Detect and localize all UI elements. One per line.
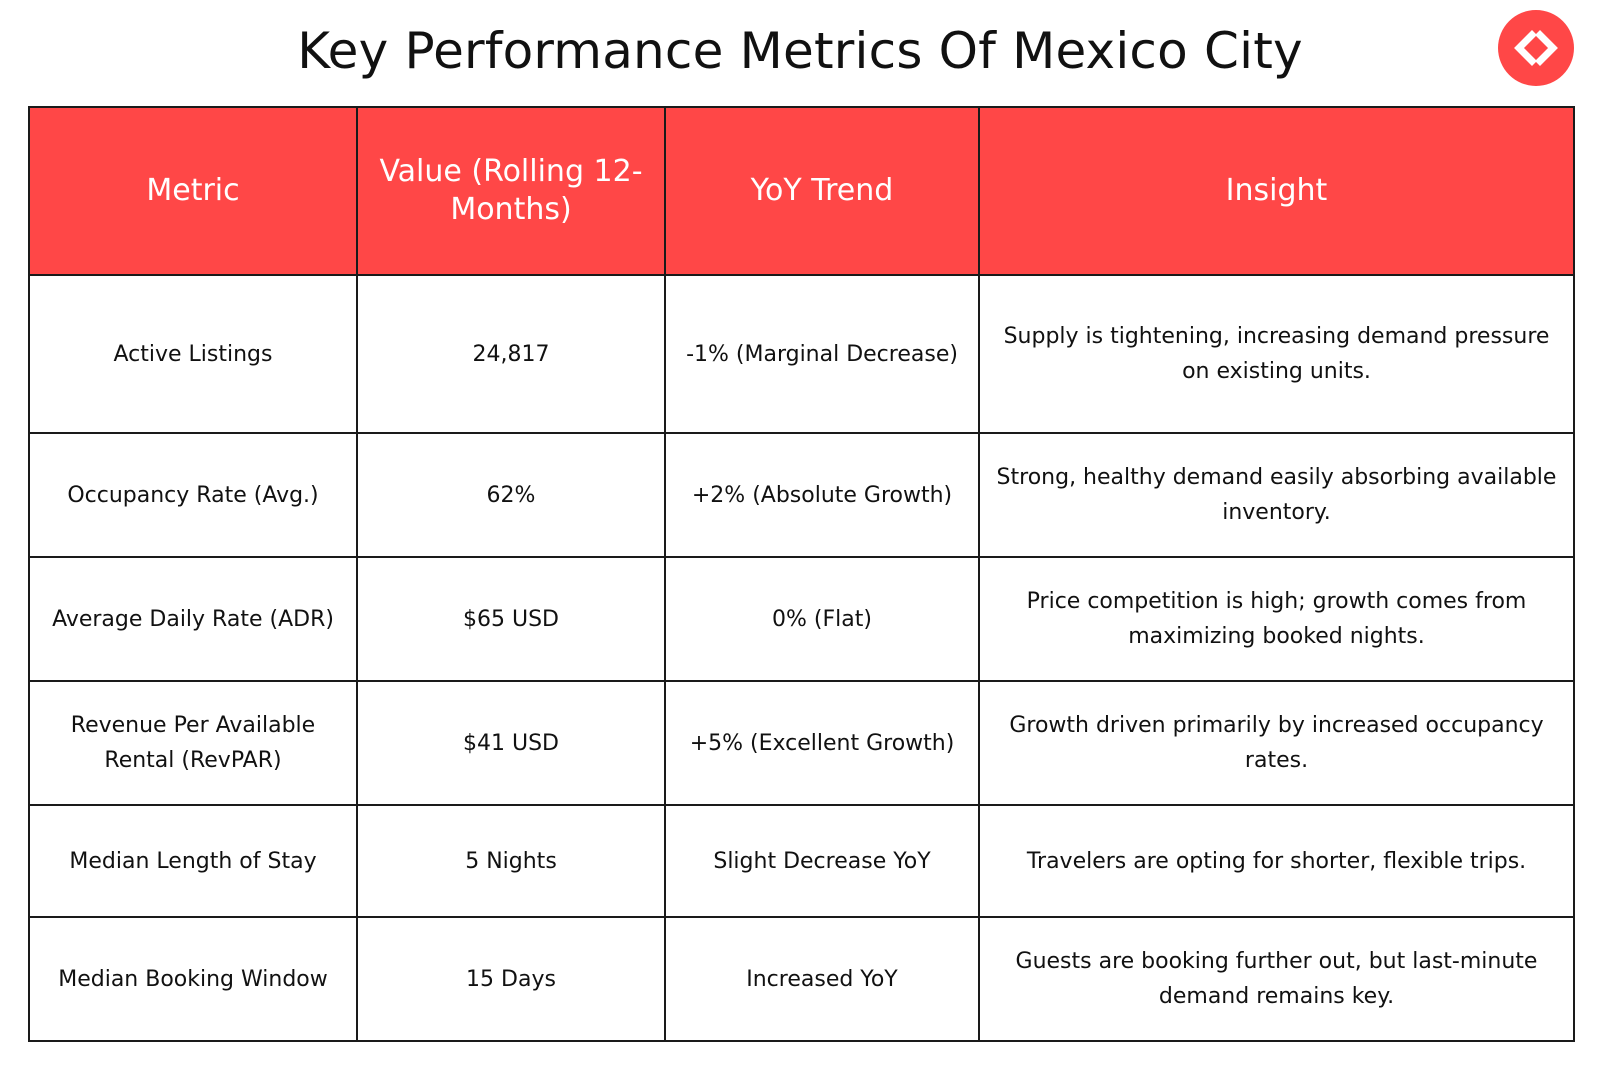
insight-cell: Guests are booking further out, but last… bbox=[978, 916, 1575, 1042]
insight-cell: Strong, healthy demand easily absorbing … bbox=[978, 432, 1575, 558]
metric-cell: Median Booking Window bbox=[28, 916, 358, 1042]
value-cell: 24,817 bbox=[356, 274, 666, 434]
table-row: Median Length of Stay 5 Nights Slight De… bbox=[28, 804, 1575, 918]
metric-cell: Active Listings bbox=[28, 274, 358, 434]
table-row: Revenue Per Available Rental (RevPAR) $4… bbox=[28, 680, 1575, 806]
metric-cell: Average Daily Rate (ADR) bbox=[28, 556, 358, 682]
trend-cell: +2% (Absolute Growth) bbox=[664, 432, 980, 558]
column-header-metric: Metric bbox=[28, 106, 358, 276]
column-header-value: Value (Rolling 12-Months) bbox=[356, 106, 666, 276]
table-row: Occupancy Rate (Avg.) 62% +2% (Absolute … bbox=[28, 432, 1575, 558]
brand-logo bbox=[1498, 10, 1574, 86]
code-brackets-icon bbox=[1514, 30, 1558, 66]
trend-cell: +5% (Excellent Growth) bbox=[664, 680, 980, 806]
value-cell: 15 Days bbox=[356, 916, 666, 1042]
value-cell: $65 USD bbox=[356, 556, 666, 682]
column-header-trend: YoY Trend bbox=[664, 106, 980, 276]
table-header-row: Metric Value (Rolling 12-Months) YoY Tre… bbox=[28, 106, 1575, 276]
insight-cell: Price competition is high; growth comes … bbox=[978, 556, 1575, 682]
metrics-table: Metric Value (Rolling 12-Months) YoY Tre… bbox=[28, 106, 1575, 1042]
page-title: Key Performance Metrics Of Mexico City bbox=[297, 22, 1303, 80]
metric-cell: Revenue Per Available Rental (RevPAR) bbox=[28, 680, 358, 806]
value-cell: 62% bbox=[356, 432, 666, 558]
trend-cell: Increased YoY bbox=[664, 916, 980, 1042]
table-row: Median Booking Window 15 Days Increased … bbox=[28, 916, 1575, 1042]
value-cell: 5 Nights bbox=[356, 804, 666, 918]
column-header-insight: Insight bbox=[978, 106, 1575, 276]
metric-cell: Occupancy Rate (Avg.) bbox=[28, 432, 358, 558]
trend-cell: Slight Decrease YoY bbox=[664, 804, 980, 918]
trend-cell: 0% (Flat) bbox=[664, 556, 980, 682]
insight-cell: Growth driven primarily by increased occ… bbox=[978, 680, 1575, 806]
table-row: Active Listings 24,817 -1% (Marginal Dec… bbox=[28, 274, 1575, 434]
value-cell: $41 USD bbox=[356, 680, 666, 806]
trend-cell: -1% (Marginal Decrease) bbox=[664, 274, 980, 434]
insight-cell: Supply is tightening, increasing demand … bbox=[978, 274, 1575, 434]
insight-cell: Travelers are opting for shorter, flexib… bbox=[978, 804, 1575, 918]
table-row: Average Daily Rate (ADR) $65 USD 0% (Fla… bbox=[28, 556, 1575, 682]
metric-cell: Median Length of Stay bbox=[28, 804, 358, 918]
